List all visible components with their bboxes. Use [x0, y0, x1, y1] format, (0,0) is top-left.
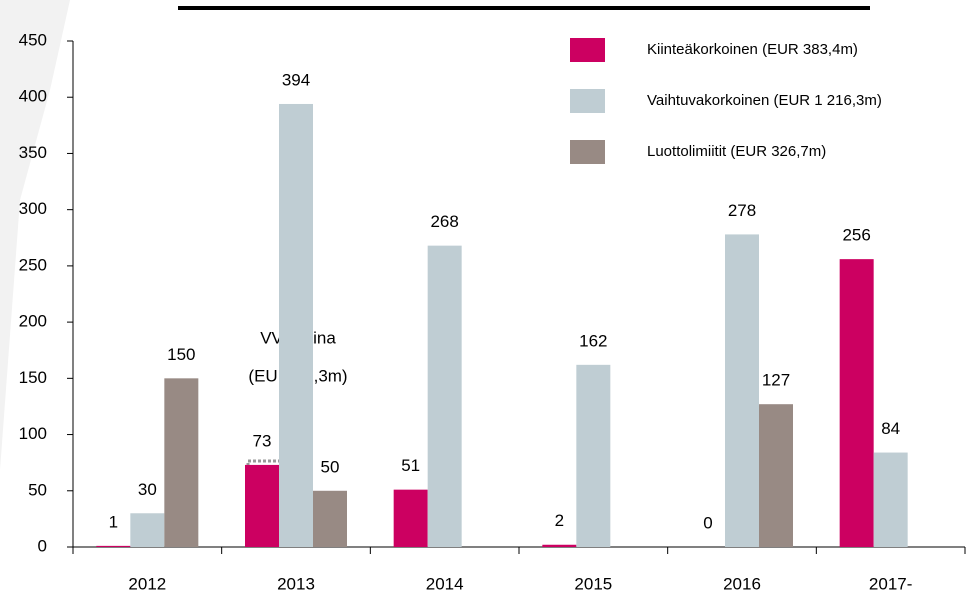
legend-label: Luottolimiitit (EUR 326,7m) [647, 143, 826, 160]
data-label: 127 [762, 371, 790, 390]
legend-label: Vaihtuvakorkoinen (EUR 1 216,3m) [647, 92, 882, 109]
y-tick-label: 400 [19, 87, 47, 106]
bar [873, 452, 908, 547]
y-tick-label: 50 [28, 480, 47, 499]
legend-swatch [570, 38, 605, 62]
y-tick-label: 450 [19, 30, 47, 49]
bar [725, 234, 759, 547]
bar [164, 378, 199, 547]
legend-label: Kiinteäkorkoinen (EUR 383,4m) [647, 41, 858, 58]
bar [759, 404, 793, 547]
data-label: 84 [881, 419, 900, 438]
bar [393, 489, 428, 547]
data-label: 278 [728, 201, 756, 220]
data-label: 51 [401, 456, 420, 475]
data-label: 162 [579, 331, 607, 350]
y-tick-label: 350 [19, 143, 47, 162]
x-tick-label: 2015 [574, 574, 612, 593]
data-label: 394 [282, 70, 310, 89]
bar [279, 103, 313, 548]
data-label: 2 [555, 511, 564, 530]
data-label: 30 [138, 480, 157, 499]
y-tick-label: 150 [19, 368, 47, 387]
x-tick-label: 2012 [128, 574, 166, 593]
data-label: 1 [109, 512, 118, 531]
data-label: 73 [253, 431, 272, 450]
y-tick-label: 200 [19, 312, 47, 331]
data-label: 150 [167, 345, 195, 364]
bar [576, 364, 611, 547]
legend-swatch [570, 140, 605, 164]
legend-swatch [570, 89, 605, 113]
data-label: 50 [321, 457, 340, 476]
bar [130, 513, 165, 547]
background-shape [0, 0, 70, 470]
bar [427, 245, 462, 547]
x-tick-label: 2014 [426, 574, 464, 593]
y-tick-label: 100 [19, 424, 47, 443]
data-label: 268 [430, 212, 458, 231]
x-tick-label: 2017- [869, 574, 912, 593]
data-label: 256 [842, 226, 870, 245]
bar [313, 490, 347, 547]
bar [96, 545, 131, 547]
y-tick-label: 0 [38, 536, 47, 555]
bar [245, 464, 279, 547]
bar [542, 544, 577, 547]
x-tick-label: 2013 [277, 574, 315, 593]
data-label: 0 [703, 513, 712, 532]
y-tick-label: 300 [19, 199, 47, 218]
bar [839, 259, 874, 547]
y-tick-label: 250 [19, 255, 47, 274]
x-tick-label: 2016 [723, 574, 761, 593]
